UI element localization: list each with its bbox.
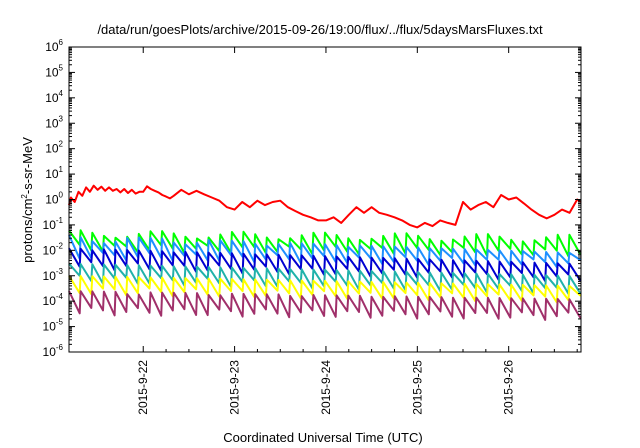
x-axis: 2015-9-22 2015-9-23 2015-9-24 2015-9-25 2015… bbox=[136, 47, 578, 415]
y-tick-label: 10-3 bbox=[43, 267, 64, 283]
x-tick-label: 2015-9-26 bbox=[502, 360, 516, 415]
y-axis-label-prefix: protons/cm bbox=[20, 199, 35, 263]
y-axis-label: protons/cm2-s-sr-MeV bbox=[20, 137, 35, 263]
y-axis: 106 105 104 103 102 101 100 10-1 10-2 10-3 10-4 10-… bbox=[43, 38, 581, 359]
y-tick-label: 10-2 bbox=[43, 241, 64, 257]
y-tick-label: 102 bbox=[45, 140, 63, 156]
series-group bbox=[68, 184, 582, 321]
y-tick-label: 10-1 bbox=[43, 216, 64, 232]
y-tick-label: 106 bbox=[45, 38, 63, 54]
series-line bbox=[68, 184, 582, 229]
y-tick-label: 101 bbox=[45, 165, 63, 181]
y-axis-label-sup: 2 bbox=[20, 194, 29, 199]
y-tick-label: 104 bbox=[45, 89, 63, 105]
y-tick-label: 10-4 bbox=[43, 292, 64, 308]
y-tick-label: 103 bbox=[45, 114, 63, 130]
series-line bbox=[68, 275, 582, 304]
series-line bbox=[68, 290, 582, 321]
y-tick-label: 10-5 bbox=[43, 318, 64, 334]
x-tick-label: 2015-9-25 bbox=[410, 360, 424, 415]
series-line bbox=[68, 234, 582, 268]
x-tick-label: 2015-9-24 bbox=[319, 360, 333, 415]
y-tick-label: 105 bbox=[45, 63, 63, 79]
x-tick-label: 2015-9-22 bbox=[136, 360, 150, 415]
chart-title: /data/run/goesPlots/archive/2015-09-26/1… bbox=[97, 22, 543, 37]
x-tick-label: 2015-9-23 bbox=[228, 360, 242, 415]
series-line bbox=[68, 229, 582, 258]
x-axis-label: Coordinated Universal Time (UTC) bbox=[223, 430, 422, 445]
y-tick-label: 10-6 bbox=[43, 343, 64, 359]
y-axis-label-suffix: -s-sr-MeV bbox=[20, 137, 35, 194]
y-tick-label: 100 bbox=[45, 191, 63, 207]
